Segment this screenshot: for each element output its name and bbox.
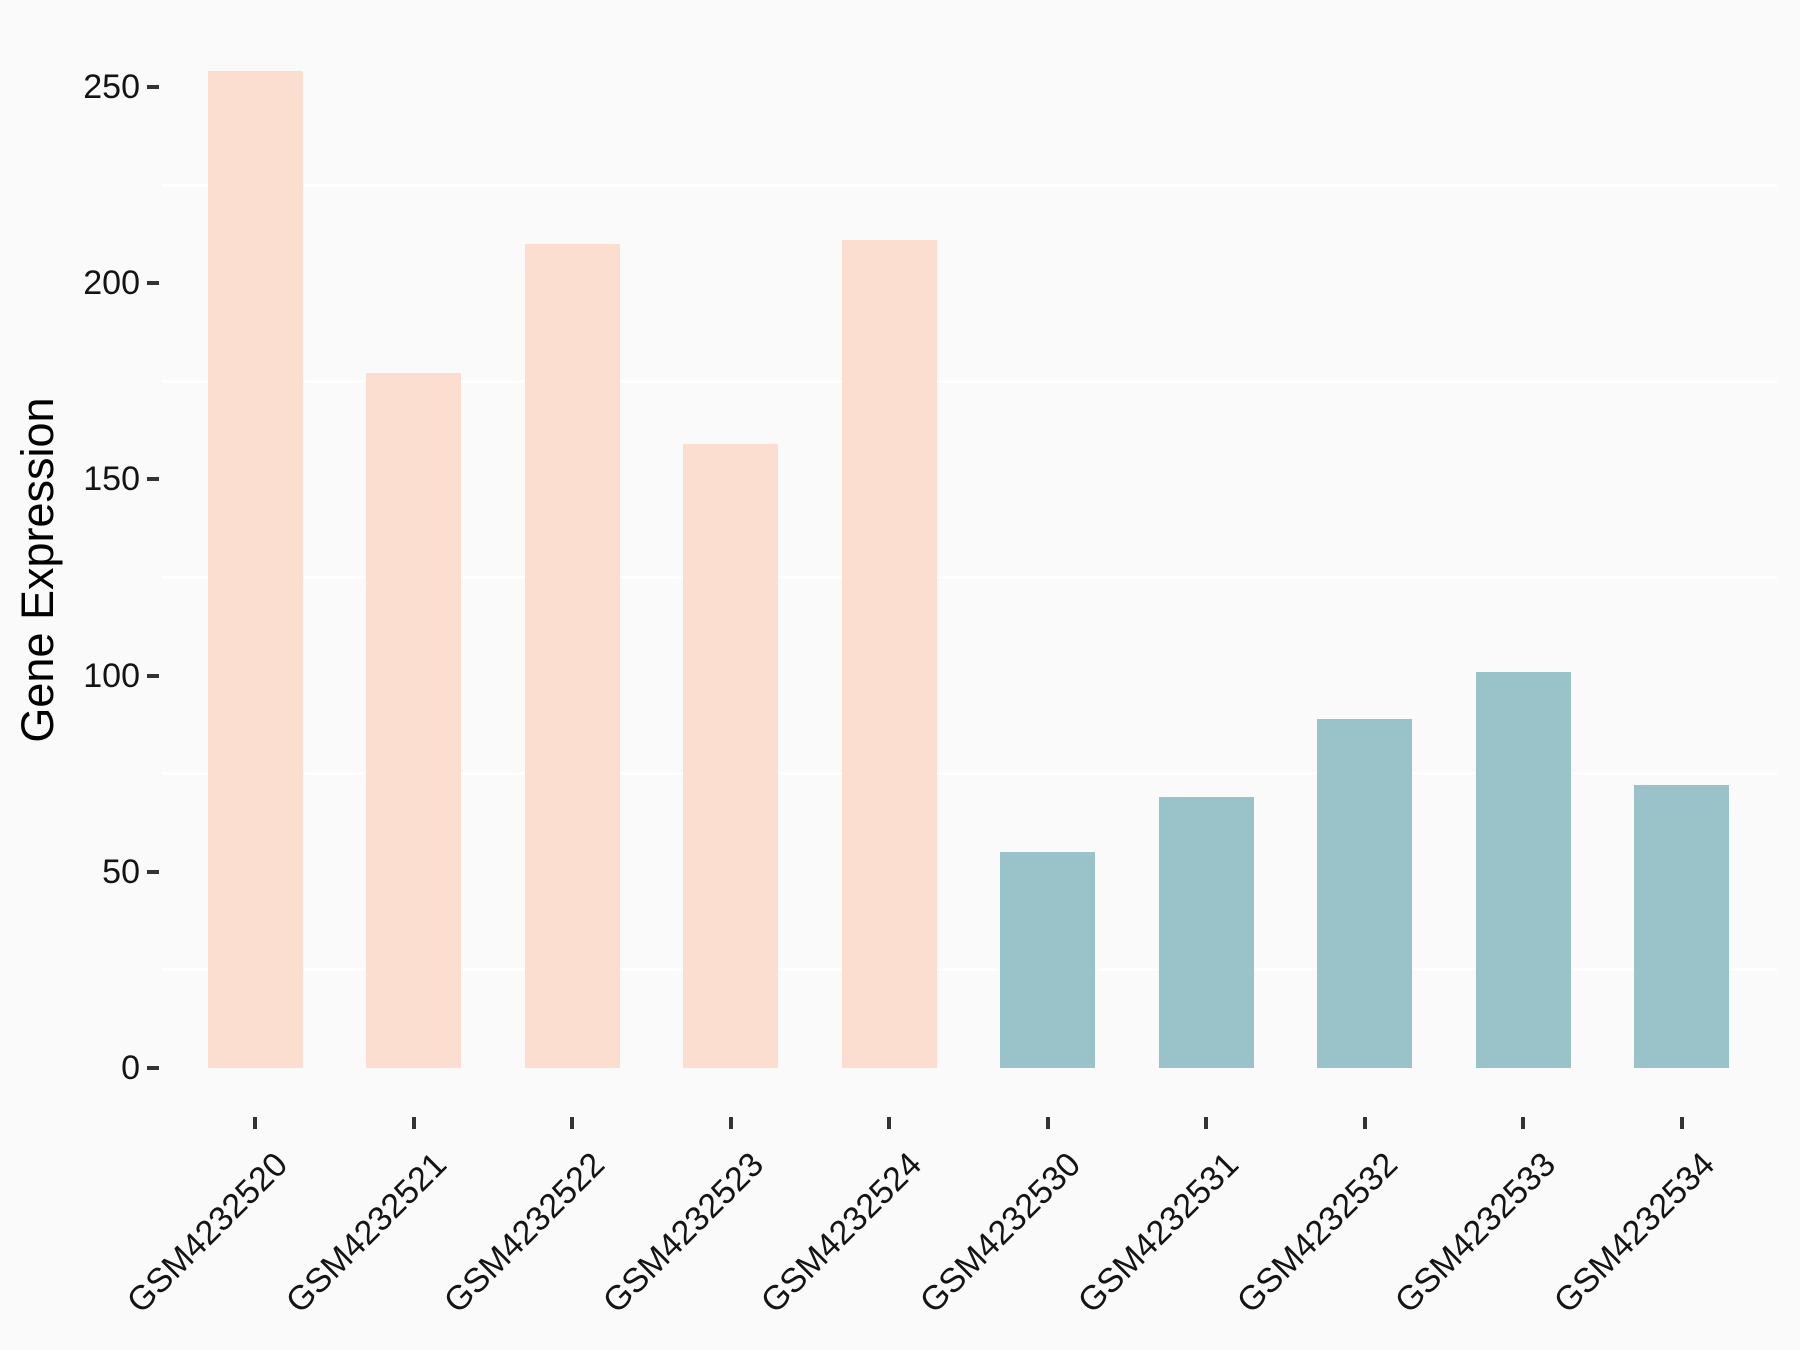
y-tick-mark (147, 477, 159, 482)
bar-GSM4232521 (366, 373, 461, 1068)
minor-gridline (162, 576, 1777, 579)
x-tick-mark (1521, 1117, 1525, 1129)
x-tick-mark (570, 1117, 574, 1129)
y-tick-label: 100 (83, 656, 140, 695)
minor-gridline (162, 772, 1777, 776)
x-tick-mark (1045, 1117, 1050, 1129)
bar-GSM4232522 (524, 243, 620, 1068)
y-tick-mark (147, 1066, 159, 1070)
y-tick-label: 250 (83, 68, 140, 106)
y-tick-label: 0 (121, 1049, 140, 1087)
y-tick-mark (147, 869, 159, 874)
bar-GSM4232520 (207, 71, 303, 1068)
bar-GSM4232531 (1158, 797, 1254, 1068)
x-tick-mark (411, 1117, 416, 1129)
y-tick-mark (147, 281, 159, 286)
minor-gridline (162, 968, 1777, 972)
bar-GSM4232523 (683, 444, 778, 1068)
y-tick-mark (147, 673, 159, 678)
y-tick-label: 200 (83, 264, 140, 303)
x-tick-label-GSM4232521: GSM4232521 (278, 1145, 454, 1321)
bar-GSM4232532 (1317, 718, 1412, 1068)
minor-gridline (162, 379, 1777, 383)
x-tick-mark (887, 1117, 891, 1129)
bar-GSM4232530 (1000, 852, 1095, 1068)
x-tick-label-GSM4232522: GSM4232522 (436, 1145, 613, 1321)
x-tick-label-GSM4232531: GSM4232531 (1070, 1145, 1247, 1321)
x-tick-label-GSM4232534: GSM4232534 (1546, 1145, 1722, 1321)
x-tick-mark (1204, 1117, 1208, 1129)
x-tick-mark (1679, 1117, 1684, 1129)
x-tick-label-GSM4232533: GSM4232533 (1387, 1145, 1564, 1321)
x-tick-label-GSM4232520: GSM4232520 (119, 1145, 296, 1321)
y-tick-label: 150 (83, 460, 140, 499)
minor-gridline (162, 183, 1777, 187)
y-tick-label: 50 (102, 852, 140, 891)
x-tick-label-GSM4232530: GSM4232530 (912, 1145, 1088, 1321)
x-tick-mark (728, 1117, 733, 1129)
x-tick-label-GSM4232523: GSM4232523 (595, 1145, 771, 1321)
bar-GSM4232534 (1634, 785, 1729, 1068)
x-tick-mark (253, 1117, 257, 1129)
x-tick-label-GSM4232532: GSM4232532 (1229, 1145, 1405, 1321)
x-tick-label-GSM4232524: GSM4232524 (753, 1145, 930, 1321)
y-tick-mark (147, 85, 159, 89)
x-tick-mark (1362, 1117, 1367, 1129)
bar-GSM4232524 (841, 240, 937, 1068)
bar-GSM4232533 (1475, 671, 1571, 1068)
